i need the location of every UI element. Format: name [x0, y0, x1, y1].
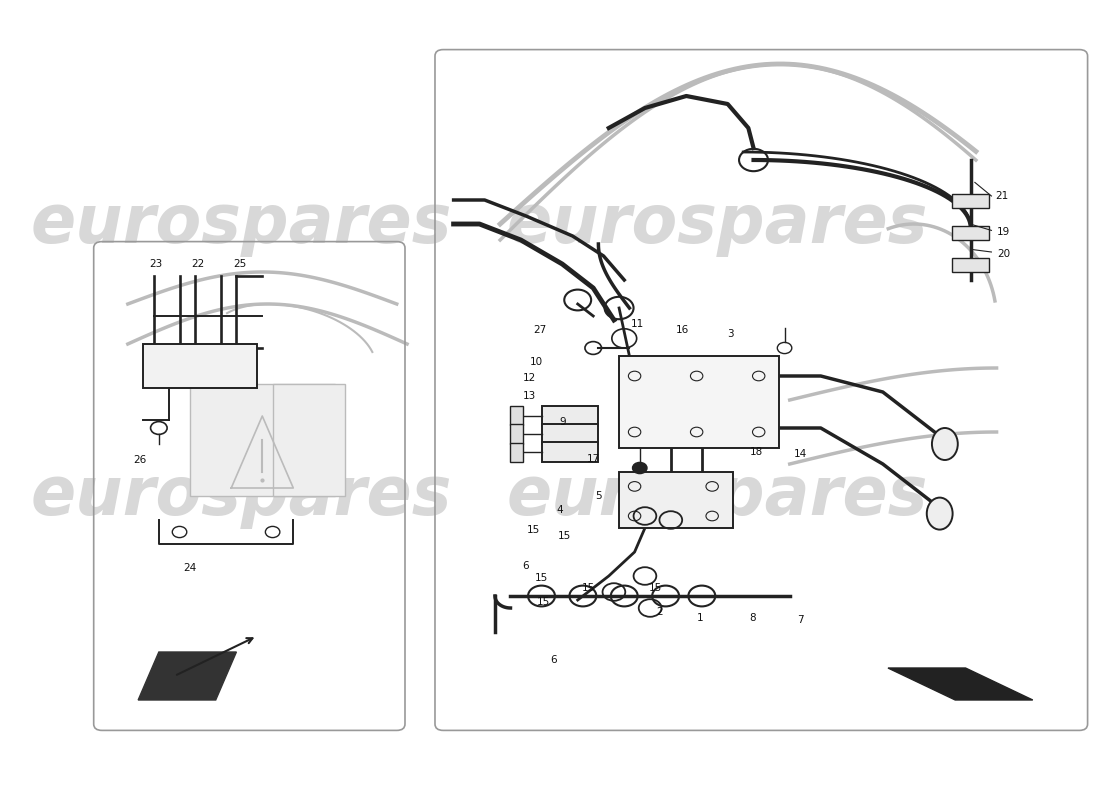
Bar [143, 344, 257, 388]
Text: 23: 23 [150, 259, 163, 269]
Bar [541, 442, 598, 462]
Text: 3: 3 [727, 330, 734, 339]
Bar [273, 384, 345, 496]
Text: 17: 17 [586, 454, 600, 464]
Text: 18: 18 [750, 447, 763, 457]
Text: 19: 19 [998, 227, 1011, 237]
Bar [510, 424, 522, 443]
Polygon shape [888, 668, 1033, 700]
Text: 22: 22 [191, 259, 205, 269]
Text: 26: 26 [133, 455, 147, 465]
Bar [190, 384, 334, 496]
Ellipse shape [927, 498, 953, 530]
Text: 20: 20 [998, 250, 1011, 259]
Text: 15: 15 [582, 583, 595, 593]
Text: eurospares: eurospares [507, 463, 928, 529]
Text: eurospares: eurospares [31, 191, 452, 257]
Text: 15: 15 [527, 525, 540, 534]
Bar [953, 194, 989, 208]
Polygon shape [139, 652, 236, 700]
Bar [619, 472, 733, 528]
Text: 9: 9 [559, 418, 565, 427]
Text: 21: 21 [996, 191, 1009, 201]
Bar [510, 406, 522, 426]
Bar [541, 424, 598, 444]
Text: 1: 1 [696, 613, 703, 622]
Circle shape [632, 462, 647, 474]
Text: 15: 15 [558, 531, 571, 541]
Text: 15: 15 [537, 597, 550, 606]
Text: 8: 8 [749, 613, 756, 622]
Text: 6: 6 [522, 562, 529, 571]
Ellipse shape [932, 428, 958, 460]
Text: 14: 14 [793, 450, 806, 459]
Bar [953, 226, 989, 240]
Text: 4: 4 [557, 506, 563, 515]
Bar [541, 406, 598, 426]
Bar [619, 356, 780, 448]
Text: 27: 27 [532, 326, 546, 335]
Text: 15: 15 [535, 573, 548, 582]
Text: 7: 7 [796, 615, 803, 625]
Text: 24: 24 [184, 563, 197, 573]
Bar [953, 258, 989, 272]
Text: 6: 6 [551, 655, 558, 665]
Text: 15: 15 [649, 583, 662, 593]
Text: eurospares: eurospares [507, 191, 928, 257]
Text: 10: 10 [530, 357, 543, 366]
Text: 5: 5 [595, 491, 602, 501]
Text: 11: 11 [631, 319, 645, 329]
Text: 16: 16 [675, 325, 689, 334]
Text: 25: 25 [233, 259, 246, 269]
Text: eurospares: eurospares [31, 463, 452, 529]
Bar [510, 442, 522, 462]
Text: 12: 12 [522, 373, 536, 382]
Text: 13: 13 [522, 391, 536, 401]
Text: 2: 2 [656, 607, 662, 617]
